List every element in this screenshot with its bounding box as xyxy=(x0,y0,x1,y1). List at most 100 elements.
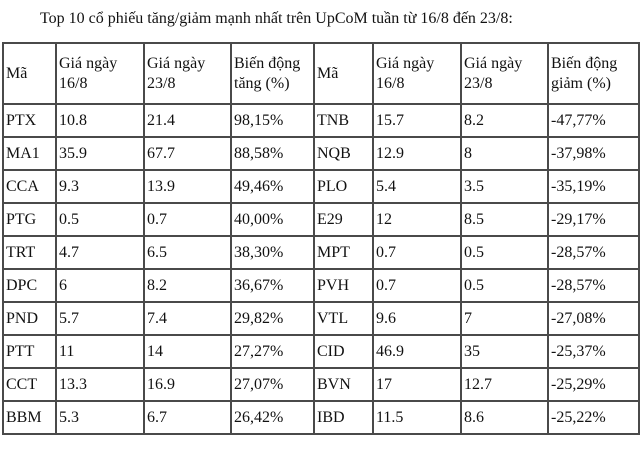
cell-ticker: IBD xyxy=(313,400,374,435)
cell-ticker: VTL xyxy=(313,301,374,336)
cell-price-16-8: 5.4 xyxy=(372,169,462,204)
cell-change-down: -47,77% xyxy=(547,103,640,138)
cell-price-16-8: 12 xyxy=(372,202,462,237)
cell-change-down: -25,29% xyxy=(547,367,640,402)
cell-price-23-8: 0.7 xyxy=(143,202,232,237)
table-caption: Top 10 cổ phiếu tăng/giảm mạnh nhất trên… xyxy=(40,10,513,27)
cell-ticker: TRT xyxy=(2,235,57,270)
cell-price-23-8: 8.5 xyxy=(460,202,549,237)
cell-price-16-8: 5.3 xyxy=(55,400,145,435)
header-change-up: Biến động tăng (%) xyxy=(230,42,315,105)
cell-ticker: PLO xyxy=(313,169,374,204)
cell-price-23-8: 7 xyxy=(460,301,549,336)
header-ticker: Mã xyxy=(313,42,374,105)
cell-price-23-8: 8.2 xyxy=(460,103,549,138)
header-price-23-8: Giá ngày 23/8 xyxy=(460,42,549,105)
cell-ticker: TNB xyxy=(313,103,374,138)
table-row: MA1 35.9 67.7 88,58% NQB 12.9 8 -37,98% xyxy=(2,136,640,171)
cell-ticker: MPT xyxy=(313,235,374,270)
cell-change-up: 49,46% xyxy=(230,169,315,204)
cell-ticker: PTX xyxy=(2,103,57,138)
cell-change-up: 27,07% xyxy=(230,367,315,402)
cell-price-23-8: 0.5 xyxy=(460,268,549,303)
cell-change-down: -37,98% xyxy=(547,136,640,171)
table-row: PND 5.7 7.4 29,82% VTL 9.6 7 -27,08% xyxy=(2,301,640,336)
cell-price-23-8: 0.5 xyxy=(460,235,549,270)
cell-price-16-8: 13.3 xyxy=(55,367,145,402)
cell-price-23-8: 14 xyxy=(143,334,232,369)
cell-price-16-8: 5.7 xyxy=(55,301,145,336)
cell-price-23-8: 8.6 xyxy=(460,400,549,435)
cell-price-16-8: 17 xyxy=(372,367,462,402)
cell-price-16-8: 15.7 xyxy=(372,103,462,138)
cell-price-16-8: 0.5 xyxy=(55,202,145,237)
cell-change-up: 88,58% xyxy=(230,136,315,171)
cell-change-down: -28,57% xyxy=(547,268,640,303)
header-price-16-8: Giá ngày 16/8 xyxy=(55,42,145,105)
cell-price-23-8: 16.9 xyxy=(143,367,232,402)
table-row: CCT 13.3 16.9 27,07% BVN 17 12.7 -25,29% xyxy=(2,367,640,402)
cell-price-23-8: 3.5 xyxy=(460,169,549,204)
cell-ticker: CID xyxy=(313,334,374,369)
cell-price-23-8: 35 xyxy=(460,334,549,369)
cell-price-16-8: 9.3 xyxy=(55,169,145,204)
cell-price-23-8: 6.5 xyxy=(143,235,232,270)
cell-change-up: 29,82% xyxy=(230,301,315,336)
cell-ticker: MA1 xyxy=(2,136,57,171)
cell-price-16-8: 9.6 xyxy=(372,301,462,336)
table-row: PTX 10.8 21.4 98,15% TNB 15.7 8.2 -47,77% xyxy=(2,103,640,138)
cell-price-23-8: 13.9 xyxy=(143,169,232,204)
cell-ticker: BBM xyxy=(2,400,57,435)
cell-price-23-8: 8 xyxy=(460,136,549,171)
header-price-16-8: Giá ngày 16/8 xyxy=(372,42,462,105)
cell-change-up: 40,00% xyxy=(230,202,315,237)
header-price-23-8: Giá ngày 23/8 xyxy=(143,42,232,105)
cell-price-23-8: 12.7 xyxy=(460,367,549,402)
cell-price-16-8: 12.9 xyxy=(372,136,462,171)
cell-price-16-8: 4.7 xyxy=(55,235,145,270)
cell-ticker: PTT xyxy=(2,334,57,369)
cell-change-up: 27,27% xyxy=(230,334,315,369)
cell-change-up: 26,42% xyxy=(230,400,315,435)
cell-ticker: PTG xyxy=(2,202,57,237)
cell-change-down: -35,19% xyxy=(547,169,640,204)
cell-price-16-8: 0.7 xyxy=(372,268,462,303)
cell-ticker: NQB xyxy=(313,136,374,171)
header-row: Mã Giá ngày 16/8 Giá ngày 23/8 Biến động tă… xyxy=(2,42,640,105)
header-change-down: Biến động giảm (%) xyxy=(547,42,640,105)
cell-price-23-8: 8.2 xyxy=(143,268,232,303)
cell-price-16-8: 0.7 xyxy=(372,235,462,270)
cell-price-16-8: 6 xyxy=(55,268,145,303)
cell-price-16-8: 46.9 xyxy=(372,334,462,369)
table-row: PTG 0.5 0.7 40,00% E29 12 8.5 -29,17% xyxy=(2,202,640,237)
table-row: CCA 9.3 13.9 49,46% PLO 5.4 3.5 -35,19% xyxy=(2,169,640,204)
cell-ticker: E29 xyxy=(313,202,374,237)
cell-change-down: -29,17% xyxy=(547,202,640,237)
cell-change-down: -27,08% xyxy=(547,301,640,336)
cell-price-16-8: 10.8 xyxy=(55,103,145,138)
cell-ticker: BVN xyxy=(313,367,374,402)
cell-price-23-8: 7.4 xyxy=(143,301,232,336)
cell-change-up: 36,67% xyxy=(230,268,315,303)
cell-ticker: PND xyxy=(2,301,57,336)
table-row: BBM 5.3 6.7 26,42% IBD 11.5 8.6 -25,22% xyxy=(2,400,640,435)
cell-ticker: DPC xyxy=(2,268,57,303)
cell-price-16-8: 11 xyxy=(55,334,145,369)
cell-price-23-8: 67.7 xyxy=(143,136,232,171)
cell-ticker: PVH xyxy=(313,268,374,303)
cell-price-16-8: 35.9 xyxy=(55,136,145,171)
table-row: PTT 11 14 27,27% CID 46.9 35 -25,37% xyxy=(2,334,640,369)
cell-price-23-8: 6.7 xyxy=(143,400,232,435)
cell-change-down: -28,57% xyxy=(547,235,640,270)
cell-price-16-8: 11.5 xyxy=(372,400,462,435)
cell-change-down: -25,22% xyxy=(547,400,640,435)
stock-table: Mã Giá ngày 16/8 Giá ngày 23/8 Biến động tă… xyxy=(2,42,640,435)
cell-ticker: CCA xyxy=(2,169,57,204)
cell-change-up: 98,15% xyxy=(230,103,315,138)
table-row: DPC 6 8.2 36,67% PVH 0.7 0.5 -28,57% xyxy=(2,268,640,303)
cell-ticker: CCT xyxy=(2,367,57,402)
header-ticker: Mã xyxy=(2,42,57,105)
cell-price-23-8: 21.4 xyxy=(143,103,232,138)
table-row: TRT 4.7 6.5 38,30% MPT 0.7 0.5 -28,57% xyxy=(2,235,640,270)
cell-change-up: 38,30% xyxy=(230,235,315,270)
